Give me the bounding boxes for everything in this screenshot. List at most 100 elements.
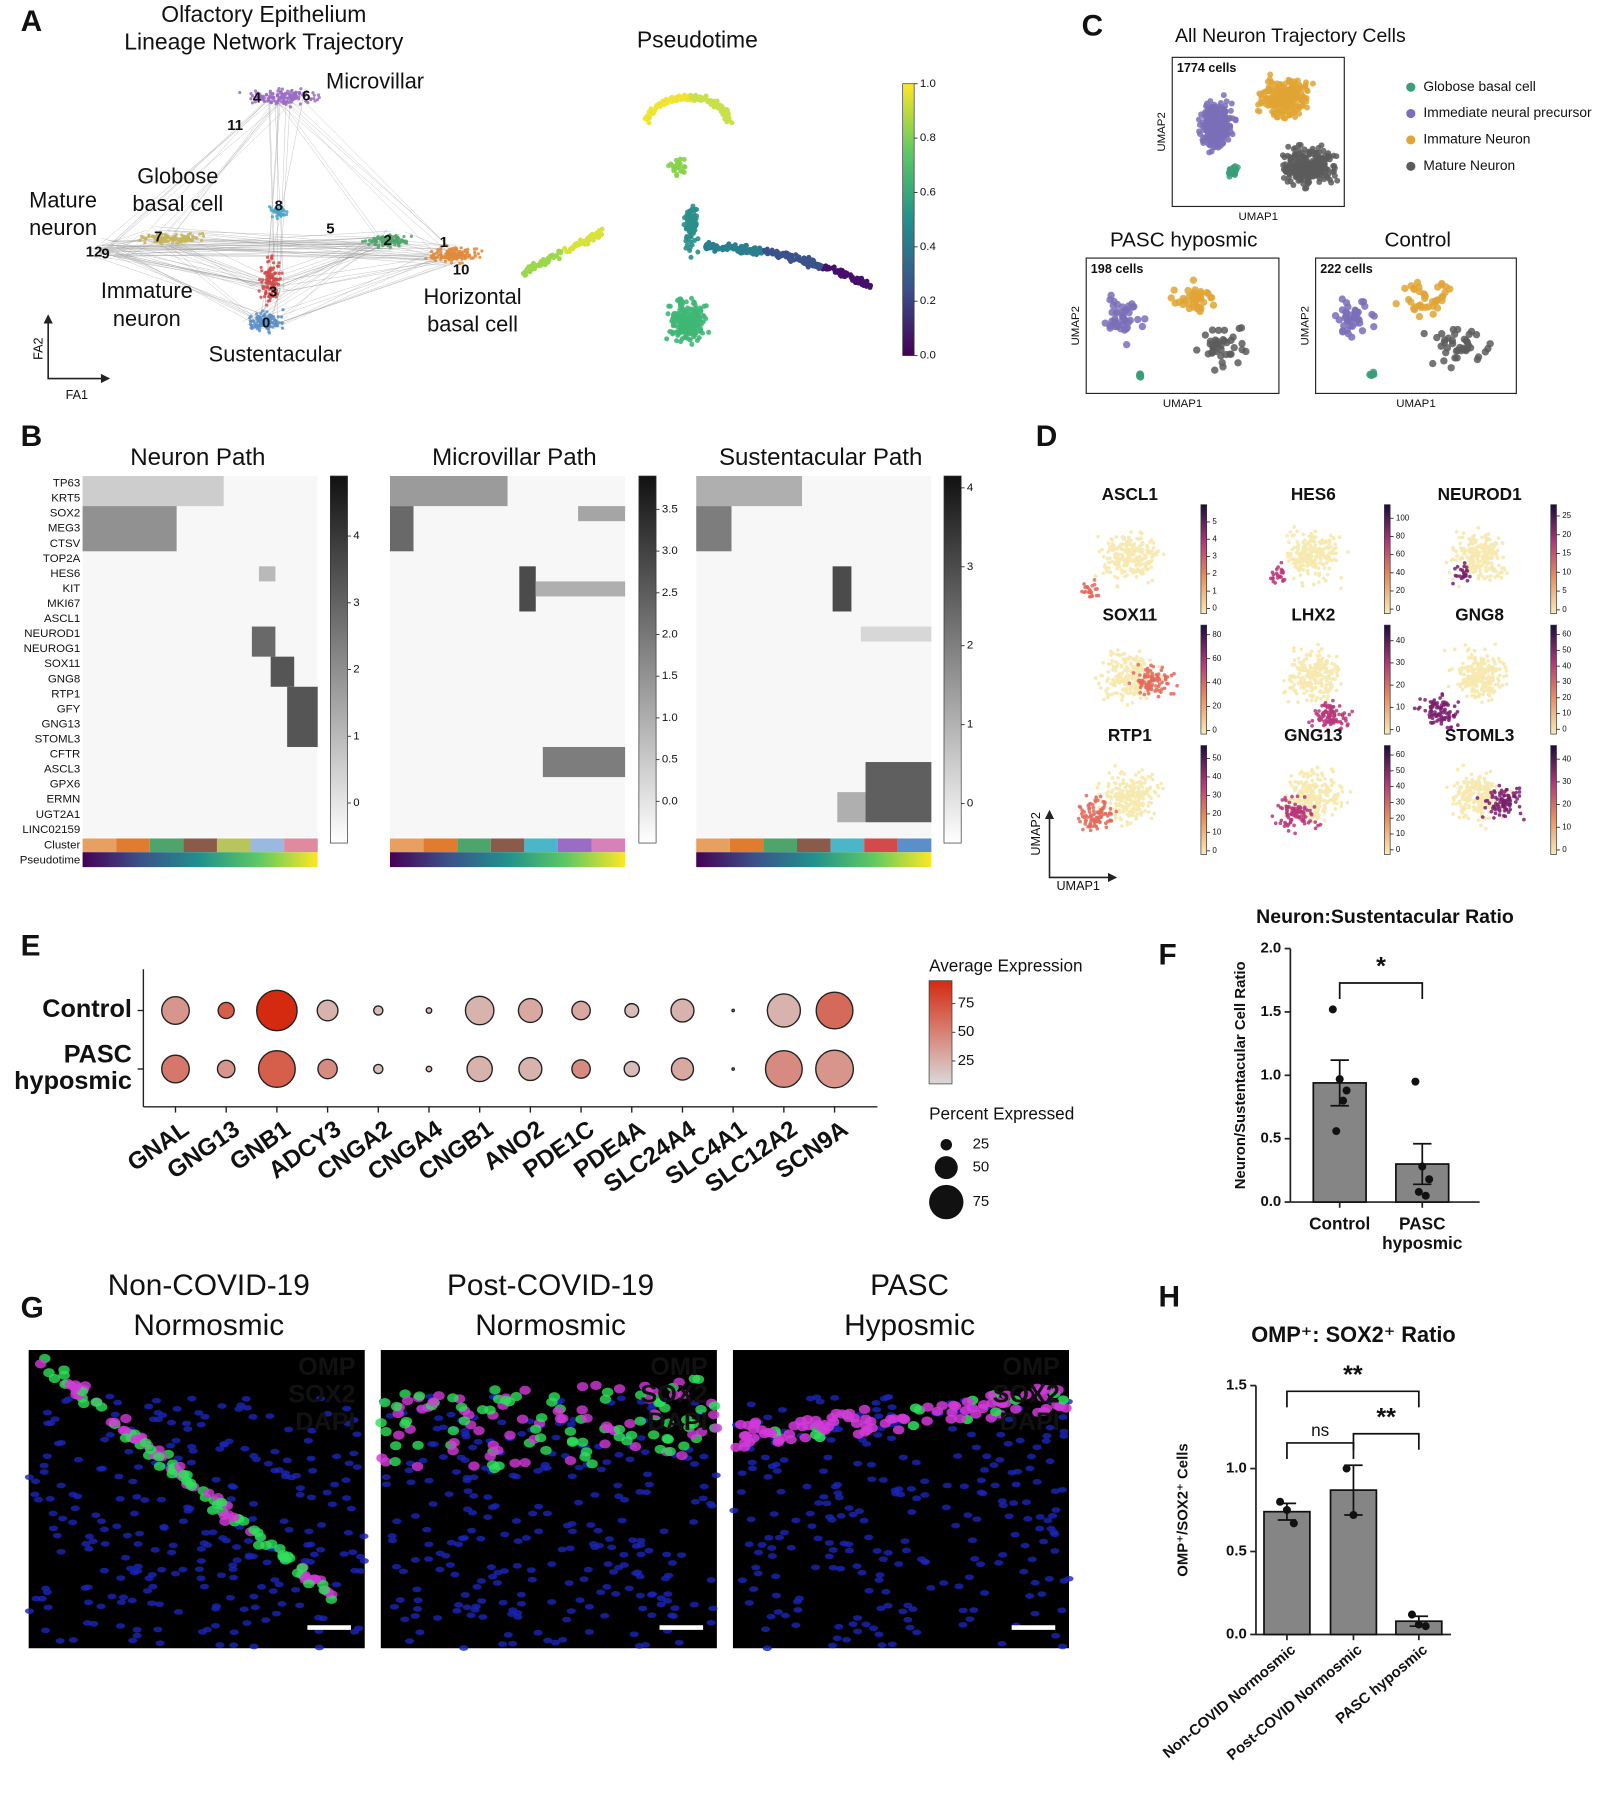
cell-point — [1145, 551, 1150, 555]
cell-point — [1315, 144, 1322, 151]
cell-point — [1331, 162, 1338, 169]
cell-point — [1485, 654, 1489, 658]
cell-point — [1226, 350, 1234, 358]
colorbar-tick-label: 0.0 — [662, 795, 678, 807]
cell-point — [650, 110, 656, 116]
cell-point — [304, 90, 308, 95]
cell-point — [454, 256, 459, 260]
cell-point — [201, 234, 206, 238]
network-edge — [160, 242, 278, 292]
cell-point — [1138, 656, 1143, 661]
cell-point — [1285, 533, 1289, 538]
cell-point — [1327, 654, 1331, 658]
network-edge — [274, 96, 285, 292]
cell-point — [1227, 122, 1234, 129]
cell-point — [1296, 566, 1301, 571]
cell-point — [1305, 570, 1310, 574]
cell-point — [312, 93, 316, 97]
cell-point — [1447, 668, 1452, 673]
cell-point — [1133, 665, 1138, 670]
cell-point — [1121, 652, 1125, 657]
colorbar-tick-label: 3 — [1212, 552, 1217, 561]
cell-point — [1104, 566, 1109, 571]
cell-point — [679, 94, 685, 100]
cell-point — [1112, 574, 1117, 579]
cell-point — [1106, 550, 1110, 554]
cell-point — [1270, 112, 1277, 119]
cell-point — [1328, 680, 1333, 685]
cell-point — [1468, 557, 1472, 562]
cell-point — [1483, 541, 1488, 546]
cell-point — [180, 238, 184, 242]
cell-point — [1319, 666, 1323, 670]
heatmap-patch — [251, 626, 276, 657]
cell-point — [1278, 575, 1282, 579]
cell-point — [556, 249, 562, 255]
cell-point — [683, 335, 689, 341]
cell-point — [272, 95, 276, 100]
cell-point — [1313, 565, 1318, 570]
cluster-label: 10 — [453, 263, 470, 279]
legend-dot — [1406, 108, 1416, 119]
cell-point — [1497, 673, 1502, 678]
colorbar-tick-label: 0 — [1212, 726, 1217, 735]
cell-point — [1204, 289, 1212, 298]
cell-point — [1500, 661, 1505, 665]
cell-point — [1105, 679, 1109, 683]
annotation-label: Pseudotime — [20, 854, 80, 866]
cell-point — [1113, 802, 1118, 806]
cell-point — [280, 315, 284, 319]
cell-point — [1322, 719, 1327, 724]
cell-point — [155, 240, 160, 244]
cell-point — [107, 248, 111, 252]
cell-point — [706, 98, 712, 104]
cell-point — [1435, 701, 1440, 705]
cell-point — [1220, 105, 1227, 112]
cell-point — [266, 260, 270, 264]
cell-point — [1283, 689, 1288, 694]
cell-point — [1110, 776, 1115, 780]
cell-point — [1201, 121, 1207, 128]
cell-point — [476, 252, 481, 256]
gene-label: NEUROD1 — [24, 628, 80, 640]
colorbar-tick-label: 100 — [1396, 513, 1410, 522]
colorbar-tick-label: 4 — [967, 482, 974, 494]
cell-point — [1298, 157, 1305, 164]
network-edge — [269, 97, 276, 278]
cell-point — [268, 89, 272, 93]
cell-point — [273, 271, 277, 276]
network-edge — [100, 94, 281, 244]
cell-point — [1218, 358, 1226, 367]
cell-point — [1450, 577, 1455, 581]
network-edge — [159, 229, 436, 259]
network-edge — [286, 109, 387, 246]
cell-point — [1438, 279, 1446, 288]
cell-point — [1277, 92, 1283, 99]
cell-point — [1148, 540, 1152, 544]
cell-point — [1138, 673, 1142, 677]
colorbar-tick-label: 0 — [353, 797, 359, 809]
panel-label: F — [1158, 938, 1176, 971]
cell-point — [443, 255, 447, 260]
cell-point — [1323, 685, 1328, 690]
cell-point — [436, 250, 440, 254]
cell-point — [687, 213, 693, 220]
colorbar-tick-label: 1.0 — [920, 78, 936, 90]
cell-point — [1117, 653, 1121, 657]
cell-point — [1476, 576, 1481, 581]
cell-point — [1287, 86, 1293, 93]
cell-point — [1415, 312, 1424, 321]
legend-dot — [1406, 135, 1416, 145]
cell-point — [1490, 675, 1495, 679]
network-edge — [153, 100, 294, 236]
cell-point — [264, 289, 268, 293]
cell-point — [1147, 674, 1151, 679]
cell-point — [1149, 800, 1154, 805]
cell-point — [1322, 164, 1329, 171]
cell-point — [190, 238, 195, 242]
cell-type-label: Horizontal — [424, 284, 522, 309]
cell-point — [1412, 706, 1417, 711]
cell-point — [1462, 677, 1467, 682]
cell-point — [1324, 539, 1329, 544]
